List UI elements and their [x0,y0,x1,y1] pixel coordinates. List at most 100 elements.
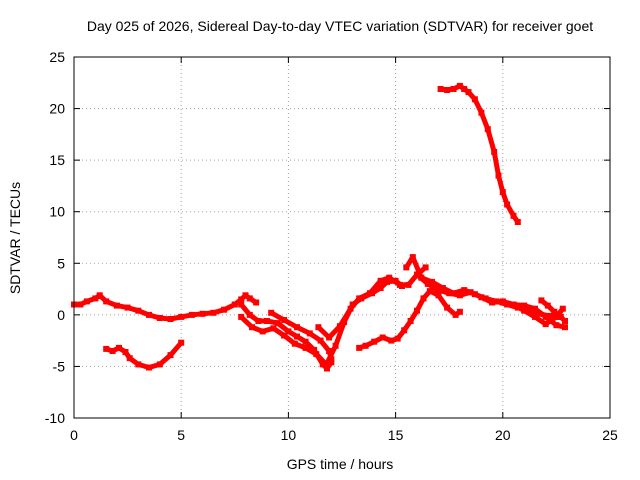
data-point [242,292,249,299]
data-point [122,349,129,355]
series-line-arc-7 [324,278,405,366]
data-point [124,304,131,311]
data-point [77,301,84,308]
data-point [294,333,300,340]
data-point [113,302,120,309]
data-point [465,89,472,96]
data-point [315,324,322,331]
data-point [504,201,511,208]
data-point [407,318,414,324]
data-point [399,283,405,289]
data-point [424,280,431,287]
series-line-arc-4 [238,314,330,368]
x-tick-label: 0 [70,427,78,443]
data-point [326,334,333,341]
data-point [510,212,517,219]
data-point [116,344,122,351]
data-point [238,296,245,303]
data-point [146,311,152,318]
data-point [392,277,399,284]
data-point [311,346,318,353]
data-point [444,304,451,311]
data-point [238,313,245,320]
grid-lines [74,57,610,418]
data-point [452,311,459,318]
y-tick-label: 20 [49,101,65,117]
data-point [178,313,185,320]
data-point [83,298,90,305]
data-point [521,302,528,309]
data-point [221,306,228,313]
data-point [538,297,545,304]
x-tick-label: 20 [495,427,511,443]
data-point [92,295,99,302]
data-point [362,342,369,349]
data-point [478,109,485,116]
data-point [450,86,457,92]
data-series [71,82,568,372]
data-point [313,351,320,358]
data-point [377,277,384,284]
y-tick-label: 15 [49,152,65,168]
series-line-arc-2 [103,340,184,370]
data-point [369,290,375,297]
data-point [379,334,386,341]
data-point [401,327,408,334]
data-point [332,342,339,349]
data-point [324,365,330,372]
data-point [542,321,549,328]
series-line-arc-5 [268,310,334,362]
data-point [156,315,163,321]
data-point [349,301,356,308]
data-point [405,281,412,288]
data-point [281,317,288,323]
data-point [420,295,427,302]
data-point [259,328,266,335]
data-point [414,307,420,314]
data-point [510,301,517,308]
plot-frame [73,56,611,419]
x-tick-label: 10 [281,427,297,443]
data-point [456,292,463,299]
data-point [388,337,395,344]
data-point [253,299,260,306]
data-point [281,332,288,339]
data-point [210,309,217,316]
data-point [456,308,463,315]
data-point [553,313,560,320]
data-point [167,352,174,359]
data-point [435,292,442,299]
data-point [199,310,206,317]
data-point [495,172,502,179]
data-point [456,82,463,89]
data-point [264,318,270,324]
x-tick-label: 5 [177,427,185,443]
data-point [302,344,309,351]
data-point [499,189,506,196]
data-point [167,316,174,322]
data-point [394,335,401,342]
data-point [341,319,348,326]
y-tick-label: 5 [57,255,65,271]
data-point [356,344,363,351]
data-point [414,271,420,278]
x-axis-label: GPS time / hours [287,456,394,472]
data-point [249,324,255,331]
data-point [328,359,335,366]
data-point [542,313,549,320]
data-point [437,86,444,92]
data-point [135,361,142,368]
data-point [146,364,152,371]
y-tick-label: -10 [45,410,65,426]
data-point [435,287,442,294]
data-point [306,330,313,337]
data-point [386,274,393,281]
data-point [426,288,433,295]
series-line-arc-1 [71,292,259,322]
chart-title: Day 025 of 2026, Sidereal Day-to-day VTE… [87,18,593,34]
y-tick-label: 25 [49,49,65,65]
data-point [461,287,468,294]
x-tick-label: 15 [388,427,404,443]
data-point [562,318,568,324]
axis-ticks: 0 5 10 15 20 25 -10 -5 0 5 10 15 20 25 [45,49,618,443]
